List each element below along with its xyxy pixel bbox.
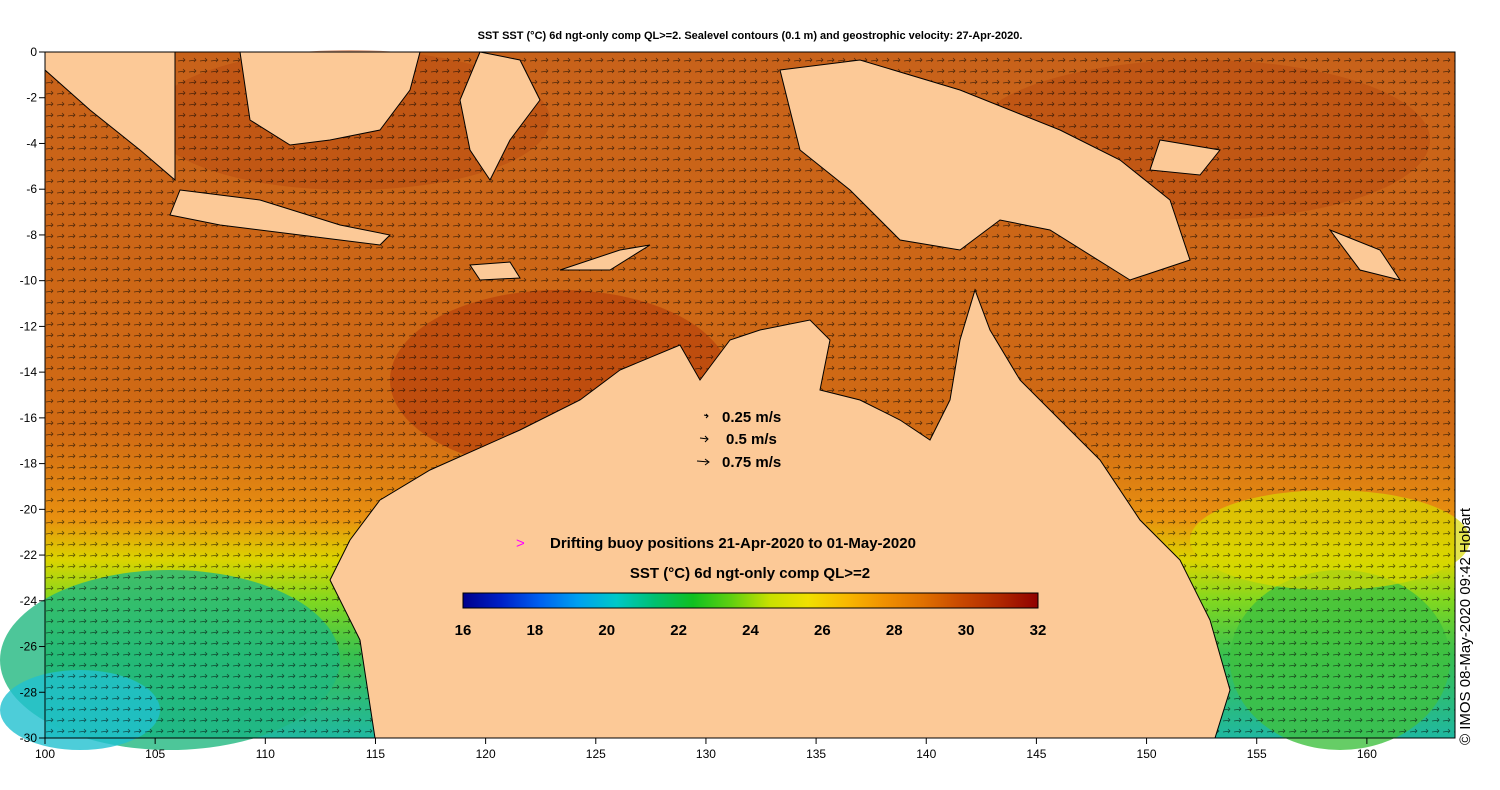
borneo-landmass [239, 51, 421, 146]
y-tick-label: -18 [20, 457, 38, 471]
y-tick-label: -22 [20, 548, 38, 562]
colorbar-tick-label: 20 [598, 622, 615, 639]
colorbar [462, 592, 1039, 609]
y-tick-label: -30 [20, 731, 38, 745]
buoy-legend-label: Drifting buoy positions 21-Apr-2020 to 0… [550, 535, 916, 552]
y-tick-label: -14 [20, 365, 38, 379]
velocity-arrow-small [703, 413, 709, 419]
velocity-label-075: 0.75 m/s [722, 454, 781, 471]
colorbar-tick-label: 24 [742, 622, 759, 639]
new-guinea-landmass [779, 59, 1191, 281]
java-landmass [169, 189, 392, 246]
colorbar-title: SST (°C) 6d ngt-only comp QL>=2 [630, 565, 870, 582]
x-tick-label: 155 [1247, 747, 1267, 761]
colorbar-tick-label: 16 [455, 622, 472, 639]
colorbar-tick-label: 26 [814, 622, 831, 639]
x-tick-label: 140 [916, 747, 936, 761]
x-tick-label: 115 [366, 747, 385, 761]
credit-text: © IMOS 08-May-2020 09:42 Hobart [1457, 508, 1474, 745]
y-tick-label: -16 [20, 411, 38, 425]
colorbar-tick-label: 18 [527, 622, 544, 639]
y-tick-label: 0 [30, 45, 37, 59]
x-tick-label: 120 [476, 747, 496, 761]
x-tick-label: 145 [1026, 747, 1046, 761]
colorbar-tick-label: 30 [958, 622, 975, 639]
y-tick-label: -6 [26, 182, 37, 196]
x-tick-label: 110 [256, 747, 275, 761]
y-tick-label: -24 [20, 594, 38, 608]
bismarck-landmass [1149, 139, 1221, 176]
x-tick-label: 150 [1137, 747, 1157, 761]
velocity-arrow-large [696, 458, 710, 466]
x-tick-label: 130 [696, 747, 716, 761]
y-tick-label: -20 [20, 502, 38, 516]
colorbar-tick-label: 28 [886, 622, 903, 639]
x-tick-label: 105 [145, 747, 165, 761]
y-tick-label: -28 [20, 685, 38, 699]
sumba-landmass [469, 261, 521, 281]
colorbar-tick-label: 32 [1030, 622, 1047, 639]
y-tick-label: -2 [26, 91, 37, 105]
velocity-arrow-medium [699, 435, 709, 443]
solomon-landmass [1328, 228, 1402, 281]
australia-landmass [329, 288, 1231, 739]
colorbar-ticks: 16 18 20 22 24 26 28 30 32 [455, 622, 1047, 639]
x-tick-label: 160 [1357, 747, 1377, 761]
velocity-label-025: 0.25 m/s [722, 409, 781, 426]
map-title: SST SST (°C) 6d ngt-only comp QL>=2. Sea… [477, 30, 1023, 42]
y-tick-label: -26 [20, 640, 38, 654]
y-tick-label: -4 [26, 136, 37, 150]
y-tick-label: -10 [20, 274, 38, 288]
sulawesi-landmass [459, 51, 541, 181]
y-tick-label: -12 [20, 319, 38, 333]
land [44, 51, 1402, 739]
plot-frame [44, 51, 1456, 739]
x-tick-label: 135 [806, 747, 826, 761]
buoy-marker-icon: > [516, 535, 525, 552]
y-tick-label: -8 [26, 228, 37, 242]
velocity-legend: 0.25 m/s 0.5 m/s 0.75 m/s [696, 409, 781, 471]
velocity-label-05: 0.5 m/s [726, 431, 777, 448]
timor-landmass [559, 244, 651, 271]
y-axis: 0 -2 -4 -6 -8 -10 -12 -14 -16 -18 -20 -22 -24 -26 -28 -… [20, 45, 45, 745]
x-tick-label: 125 [586, 747, 606, 761]
x-axis: 100 105 110 115 120 125 130 135 140 145 150 155 160 [35, 738, 1377, 761]
x-tick-label: 100 [35, 747, 55, 761]
colorbar-tick-label: 22 [670, 622, 687, 639]
